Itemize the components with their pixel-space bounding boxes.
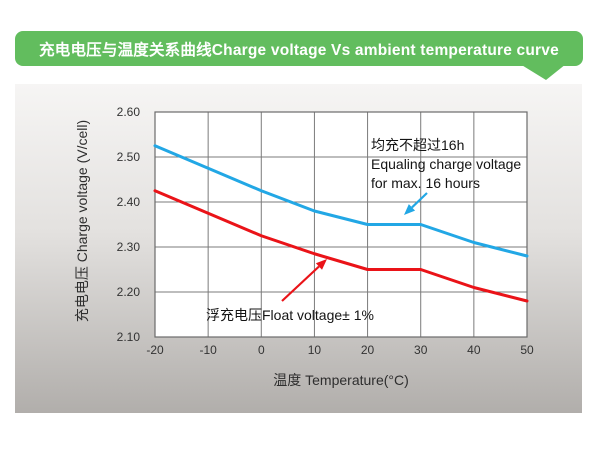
x-tick-label: 20 xyxy=(360,343,375,357)
equalize-annotation-arrow-shaft xyxy=(411,192,428,209)
plot-border xyxy=(154,111,528,338)
page-title: 充电电压与温度关系曲线Charge voltage Vs ambient tem… xyxy=(39,41,559,59)
series-line-equalize-charge xyxy=(153,144,529,258)
y-tick-label: 2.50 xyxy=(116,150,140,164)
x-tick-label: 50 xyxy=(520,343,534,357)
y-tick-label: 2.60 xyxy=(116,105,140,119)
equalize-annotation-line1: 均充不超过16h xyxy=(371,137,465,153)
y-tick-label: 2.40 xyxy=(116,195,140,209)
equalize-annotation: 均充不超过16h Equaling charge voltage for max… xyxy=(371,136,521,193)
x-tick-label: 0 xyxy=(257,343,265,357)
x-tick-label: 10 xyxy=(307,343,322,357)
series-line-float-voltage xyxy=(153,189,529,303)
float-annotation: 浮充电压Float voltage± 1% xyxy=(206,307,374,323)
banner-tail-shape xyxy=(520,64,566,80)
y-tick-label: 2.30 xyxy=(116,240,140,254)
title-banner: 充电电压与温度关系曲线Charge voltage Vs ambient tem… xyxy=(15,31,583,66)
x-tick-label: 30 xyxy=(414,343,428,357)
y-tick-label: 2.10 xyxy=(116,330,140,344)
banner-tail-pointer xyxy=(520,64,566,80)
x-tick-label: 40 xyxy=(467,343,481,357)
x-tick-label: -20 xyxy=(146,343,164,357)
equalize-annotation-arrow-head xyxy=(404,204,416,215)
equalize-annotation-line3: for max. 16 hours xyxy=(371,175,480,191)
x-axis-label: 温度 Temperature(°C) xyxy=(273,372,409,388)
float-annotation-arrow-head xyxy=(315,259,327,270)
plot-background xyxy=(155,112,527,337)
y-tick-label: 2.20 xyxy=(116,285,140,299)
x-tick-label: -10 xyxy=(199,343,217,357)
y-axis-label: 充电电压 Charge voltage (V/cell) xyxy=(74,119,90,323)
float-annotation-arrow-shaft xyxy=(281,265,320,302)
equalize-annotation-line2: Equaling charge voltage xyxy=(371,156,522,172)
